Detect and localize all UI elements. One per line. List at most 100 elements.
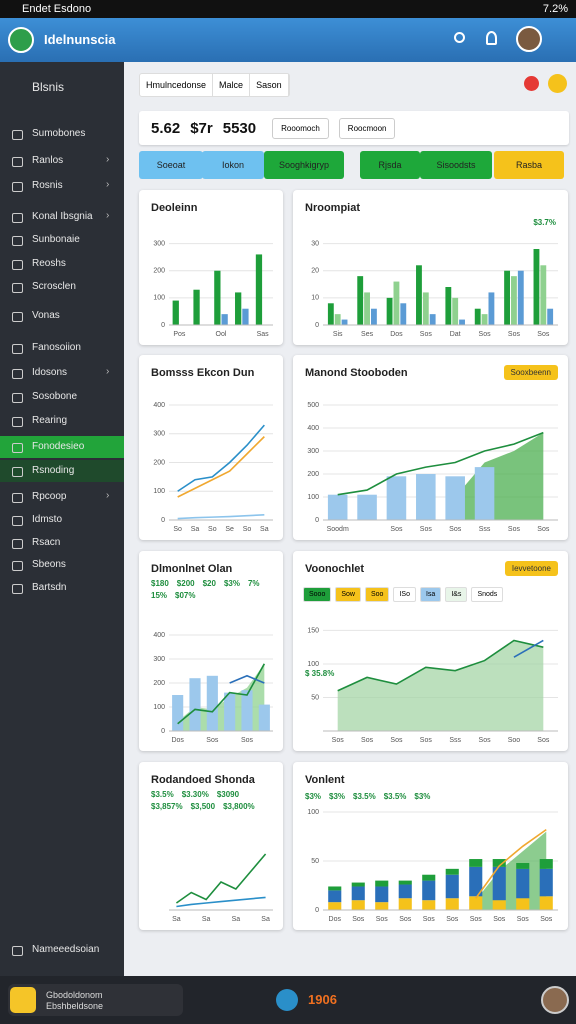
y-tick-label: 200: [153, 459, 165, 466]
annotation: $3%: [305, 792, 322, 801]
nav-item[interactable]: Fanosoiion: [0, 337, 124, 359]
action-button[interactable]: Sisoodsts: [420, 151, 492, 179]
legend-chip[interactable]: Soo: [364, 587, 390, 602]
badge[interactable]: Sooxbeenn: [503, 365, 558, 380]
bar: [459, 319, 465, 325]
annotation: $180: [151, 579, 169, 588]
y-tick-label: 0: [315, 907, 319, 914]
nav-item[interactable]: Idmsto: [0, 509, 124, 531]
line: [337, 431, 544, 496]
bar: [445, 868, 459, 875]
bar: [242, 308, 249, 325]
line: [475, 828, 547, 899]
widget[interactable]: [8, 984, 183, 1016]
bar: [328, 886, 342, 891]
alert-dot[interactable]: [524, 76, 539, 91]
nav-item[interactable]: Idosons: [0, 362, 124, 384]
chevron: ›: [106, 366, 110, 377]
bar: [492, 859, 506, 867]
chart-card: Vonlent $3% $3% $3.5% $3.5% $3% 0 50 100 Dos Sos So…: [293, 762, 568, 930]
nav-item[interactable]: Ranlos: [0, 150, 124, 172]
bar: [422, 900, 436, 910]
nav-item[interactable]: Fonodesieo: [0, 436, 124, 458]
x-tick-label: Sos: [206, 737, 219, 744]
nav-item[interactable]: Rsnoding: [0, 460, 124, 482]
bar: [398, 880, 412, 885]
button[interactable]: Roocmoon: [338, 117, 396, 139]
bar: [400, 303, 407, 325]
badge[interactable]: Ievvetoone: [504, 561, 558, 576]
annotation: $3.5%: [151, 790, 174, 799]
search-icon[interactable]: [454, 32, 465, 43]
avatar[interactable]: [541, 986, 569, 1014]
line: [177, 663, 266, 725]
bar: [540, 265, 547, 325]
nav-item[interactable]: Sunbonaie: [0, 229, 124, 251]
avatar[interactable]: [516, 26, 542, 52]
legend-chip[interactable]: Sow: [335, 587, 361, 602]
chart-card: Manond Stooboden Sooxbeenn 0 100 200 300 400 50…: [293, 355, 568, 540]
action-button[interactable]: Rasba: [494, 151, 564, 179]
x-tick-label: Se: [225, 526, 234, 533]
x-tick-label: Dos: [329, 916, 342, 923]
x-tick-label: Sos: [537, 331, 550, 338]
y-tick-label: 300: [153, 240, 165, 247]
action-button[interactable]: Rjsda: [360, 151, 420, 179]
x-tick-label: Sss: [479, 526, 491, 533]
action-button[interactable]: Soeoat: [139, 151, 203, 179]
chart-card: Bomsss Ekcon Dun 0 100 200 300 400 So Sa So Se So S…: [139, 355, 283, 540]
bar: [539, 868, 553, 897]
bottom-bar: Gbodoldonom Ebshbeldsone 1906: [0, 976, 576, 1024]
bar: [327, 494, 348, 520]
legend-chip[interactable]: Sooo: [303, 587, 332, 602]
nav-item[interactable]: Rpcoop: [0, 486, 124, 508]
bar: [469, 866, 483, 897]
nav-item[interactable]: Bartsdn: [0, 577, 124, 599]
x-tick-label: Ses: [361, 331, 374, 338]
y-tick-label: 100: [307, 809, 319, 816]
nav-item[interactable]: Sumobones: [0, 123, 124, 145]
annotation: $3,800%: [223, 802, 255, 811]
nav-item[interactable]: Sbeons: [0, 554, 124, 576]
nav-item[interactable]: Sosobone: [0, 386, 124, 408]
chart-title: Vonlent: [305, 774, 345, 786]
chart-title: Dlmonlnet Olan: [151, 563, 233, 575]
chart: 0 100 200 300 Pos Ool Sas: [153, 240, 273, 338]
x-tick-label: Sos: [537, 526, 550, 533]
bar: [341, 319, 348, 325]
x-tick-label: Sss: [449, 737, 461, 744]
nav-item[interactable]: Rosnis: [0, 175, 124, 197]
y-tick-label: 300: [153, 656, 165, 663]
y-tick-label: 100: [307, 661, 319, 668]
line: [513, 639, 544, 658]
action-button[interactable]: Sooghkigryp: [264, 151, 344, 179]
tab[interactable]: Malce: [213, 74, 251, 96]
nav-item[interactable]: Vonas: [0, 305, 124, 327]
line: [337, 639, 544, 692]
stat: 5530: [222, 119, 257, 137]
nav-item[interactable]: Reoshs: [0, 253, 124, 275]
nav-item[interactable]: Rsacn: [0, 532, 124, 554]
bar: [328, 890, 342, 903]
bar: [172, 300, 179, 325]
x-tick-label: Sos: [446, 916, 459, 923]
legend-chip[interactable]: ISo: [393, 587, 416, 602]
legend-chip[interactable]: Isa: [419, 587, 442, 602]
tab[interactable]: Hmulncedonse: [140, 74, 214, 96]
button[interactable]: Rooomoch: [272, 117, 329, 139]
y-tick-label: 0: [161, 517, 165, 524]
x-tick-label: Sos: [361, 737, 374, 744]
x-tick-label: Sos: [420, 737, 433, 744]
nav-item[interactable]: Rearing: [0, 410, 124, 432]
nav-item[interactable]: Konal Ibsgnia: [0, 206, 124, 228]
tab[interactable]: Sason: [250, 74, 289, 96]
annotation-row: $180 $200 $20 $3% 7% 15% $07%: [151, 579, 271, 600]
notify-dot[interactable]: [548, 74, 567, 93]
user-icon[interactable]: [486, 31, 497, 45]
nav-item[interactable]: Scrosclen: [0, 276, 124, 298]
x-tick-label: Sos: [470, 916, 483, 923]
sidebar-footer[interactable]: Nameeedsoian: [0, 939, 124, 961]
legend-chip[interactable]: Snods: [471, 587, 504, 602]
legend-chip[interactable]: I&s: [445, 587, 468, 602]
action-button[interactable]: Iokon: [202, 151, 264, 179]
